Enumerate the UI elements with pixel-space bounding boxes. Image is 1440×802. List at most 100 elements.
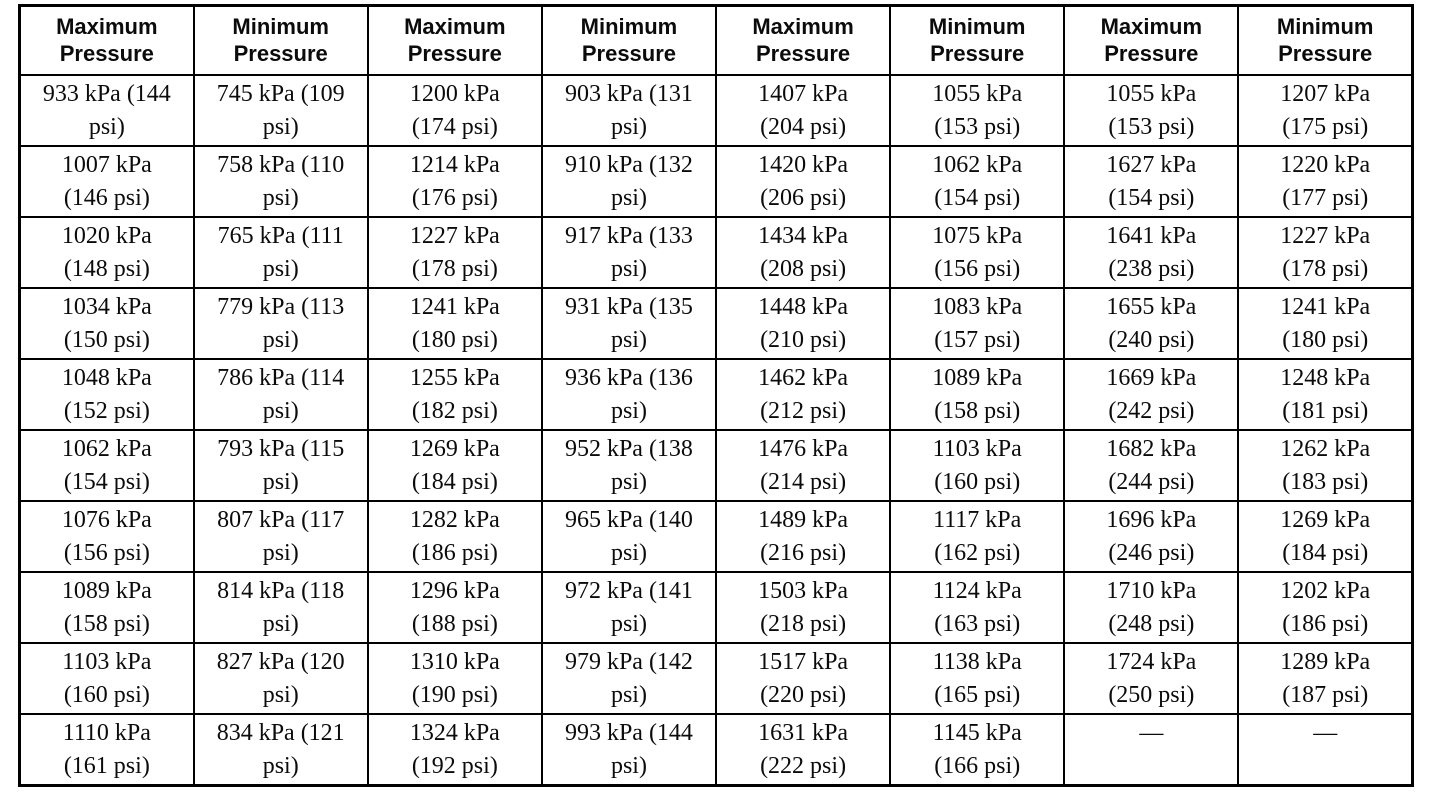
column-header-max-pressure-4: Maximum Pressure <box>1063 4 1240 76</box>
table-cell: 1517 kPa (220 psi) <box>714 641 892 715</box>
table-row: 1089 kPa (158 psi) 814 kPa (118 psi) 1296 … <box>18 570 1414 644</box>
table-cell: 1710 kPa (248 psi) <box>1063 570 1240 644</box>
table-cell: 1262 kPa (183 psi) <box>1237 428 1414 502</box>
table-cell: 827 kPa (120 psi) <box>192 641 369 715</box>
table-cell: — <box>1063 712 1240 786</box>
table-cell: 1227 kPa (178 psi) <box>1237 215 1414 289</box>
table-cell: 1083 kPa (157 psi) <box>889 286 1066 360</box>
table-cell: 745 kPa (109 psi) <box>192 73 369 147</box>
table-cell: 1103 kPa (160 psi) <box>889 428 1066 502</box>
table-cell: 758 kPa (110 psi) <box>192 144 369 218</box>
table-cell: 1089 kPa (158 psi) <box>889 357 1066 431</box>
table-cell: 786 kPa (114 psi) <box>192 357 369 431</box>
column-header-max-pressure-3: Maximum Pressure <box>714 4 892 76</box>
table-cell: 1124 kPa (163 psi) <box>889 570 1066 644</box>
table-row: 1110 kPa (161 psi) 834 kPa (121 psi) 1324 … <box>18 712 1414 786</box>
table-cell: 1055 kPa (153 psi) <box>889 73 1066 147</box>
table-cell: 1220 kPa (177 psi) <box>1237 144 1414 218</box>
table-cell: 952 kPa (138 psi) <box>540 428 718 502</box>
table-cell: 1227 kPa (178 psi) <box>366 215 543 289</box>
table-cell: 1641 kPa (238 psi) <box>1063 215 1240 289</box>
table-cell: 1048 kPa (152 psi) <box>18 357 195 431</box>
table-cell: 1062 kPa (154 psi) <box>18 428 195 502</box>
table-cell: 931 kPa (135 psi) <box>540 286 718 360</box>
table-cell: 1434 kPa (208 psi) <box>714 215 892 289</box>
table-cell: 1269 kPa (184 psi) <box>366 428 543 502</box>
table-cell: 793 kPa (115 psi) <box>192 428 369 502</box>
table-cell: 1655 kPa (240 psi) <box>1063 286 1240 360</box>
header-row: Maximum Pressure Minimum Pressure Maximu… <box>18 4 1414 76</box>
table-row: 1076 kPa (156 psi) 807 kPa (117 psi) 1282 … <box>18 499 1414 573</box>
table-cell: 1145 kPa (166 psi) <box>889 712 1066 786</box>
table-cell: 1503 kPa (218 psi) <box>714 570 892 644</box>
table-cell: 1241 kPa (180 psi) <box>1237 286 1414 360</box>
table-cell: 1248 kPa (181 psi) <box>1237 357 1414 431</box>
table-cell: 1669 kPa (242 psi) <box>1063 357 1240 431</box>
table-cell: 1324 kPa (192 psi) <box>366 712 543 786</box>
table-cell: 1034 kPa (150 psi) <box>18 286 195 360</box>
table-cell: 779 kPa (113 psi) <box>192 286 369 360</box>
table-cell: 1200 kPa (174 psi) <box>366 73 543 147</box>
table-row: 933 kPa (144 psi) 745 kPa (109 psi) 1200 k… <box>18 73 1414 147</box>
table-cell: 1117 kPa (162 psi) <box>889 499 1066 573</box>
table-cell: 1110 kPa (161 psi) <box>18 712 195 786</box>
table-cell: 917 kPa (133 psi) <box>540 215 718 289</box>
table-cell: 765 kPa (111 psi) <box>192 215 369 289</box>
column-header-min-pressure-3: Minimum Pressure <box>889 4 1066 76</box>
table-row: 1062 kPa (154 psi) 793 kPa (115 psi) 1269 … <box>18 428 1414 502</box>
table-cell: 965 kPa (140 psi) <box>540 499 718 573</box>
pressure-table-body: 933 kPa (144 psi) 745 kPa (109 psi) 1200 k… <box>18 73 1414 786</box>
table-cell: 1076 kPa (156 psi) <box>18 499 195 573</box>
table-cell: 1007 kPa (146 psi) <box>18 144 195 218</box>
table-cell: 1407 kPa (204 psi) <box>714 73 892 147</box>
column-header-min-pressure-1: Minimum Pressure <box>192 4 369 76</box>
table-cell: 1420 kPa (206 psi) <box>714 144 892 218</box>
table-cell: 1020 kPa (148 psi) <box>18 215 195 289</box>
table-cell: 1682 kPa (244 psi) <box>1063 428 1240 502</box>
table-cell: 979 kPa (142 psi) <box>540 641 718 715</box>
table-cell: 1489 kPa (216 psi) <box>714 499 892 573</box>
table-cell: 1448 kPa (210 psi) <box>714 286 892 360</box>
table-cell: 1202 kPa (186 psi) <box>1237 570 1414 644</box>
table-cell: 1289 kPa (187 psi) <box>1237 641 1414 715</box>
table-cell: 1462 kPa (212 psi) <box>714 357 892 431</box>
table-row: 1103 kPa (160 psi) 827 kPa (120 psi) 1310 … <box>18 641 1414 715</box>
table-cell: — <box>1237 712 1414 786</box>
column-header-min-pressure-4: Minimum Pressure <box>1237 4 1414 76</box>
table-cell: 1310 kPa (190 psi) <box>366 641 543 715</box>
table-cell: 1055 kPa (153 psi) <box>1063 73 1240 147</box>
table-cell: 903 kPa (131 psi) <box>540 73 718 147</box>
table-cell: 910 kPa (132 psi) <box>540 144 718 218</box>
table-row: 1020 kPa (148 psi) 765 kPa (111 psi) 1227 … <box>18 215 1414 289</box>
table-cell: 1724 kPa (250 psi) <box>1063 641 1240 715</box>
table-cell: 1696 kPa (246 psi) <box>1063 499 1240 573</box>
column-header-max-pressure-2: Maximum Pressure <box>366 4 543 76</box>
table-cell: 1103 kPa (160 psi) <box>18 641 195 715</box>
table-cell: 1214 kPa (176 psi) <box>366 144 543 218</box>
table-cell: 1138 kPa (165 psi) <box>889 641 1066 715</box>
pressure-table: Maximum Pressure Minimum Pressure Maximu… <box>18 4 1414 787</box>
table-cell: 936 kPa (136 psi) <box>540 357 718 431</box>
table-cell: 1062 kPa (154 psi) <box>889 144 1066 218</box>
table-cell: 993 kPa (144 psi) <box>540 712 718 786</box>
table-cell: 1627 kPa (154 psi) <box>1063 144 1240 218</box>
table-cell: 814 kPa (118 psi) <box>192 570 369 644</box>
table-cell: 1631 kPa (222 psi) <box>714 712 892 786</box>
pressure-table-header: Maximum Pressure Minimum Pressure Maximu… <box>18 4 1414 76</box>
table-row: 1007 kPa (146 psi) 758 kPa (110 psi) 1214 … <box>18 144 1414 218</box>
table-cell: 933 kPa (144 psi) <box>18 73 195 147</box>
table-cell: 1089 kPa (158 psi) <box>18 570 195 644</box>
table-cell: 807 kPa (117 psi) <box>192 499 369 573</box>
column-header-min-pressure-2: Minimum Pressure <box>540 4 718 76</box>
table-cell: 1207 kPa (175 psi) <box>1237 73 1414 147</box>
table-cell: 972 kPa (141 psi) <box>540 570 718 644</box>
table-row: 1034 kPa (150 psi) 779 kPa (113 psi) 1241 … <box>18 286 1414 360</box>
table-cell: 834 kPa (121 psi) <box>192 712 369 786</box>
table-cell: 1282 kPa (186 psi) <box>366 499 543 573</box>
table-cell: 1269 kPa (184 psi) <box>1237 499 1414 573</box>
table-cell: 1476 kPa (214 psi) <box>714 428 892 502</box>
table-cell: 1241 kPa (180 psi) <box>366 286 543 360</box>
table-cell: 1255 kPa (182 psi) <box>366 357 543 431</box>
table-row: 1048 kPa (152 psi) 786 kPa (114 psi) 1255 … <box>18 357 1414 431</box>
